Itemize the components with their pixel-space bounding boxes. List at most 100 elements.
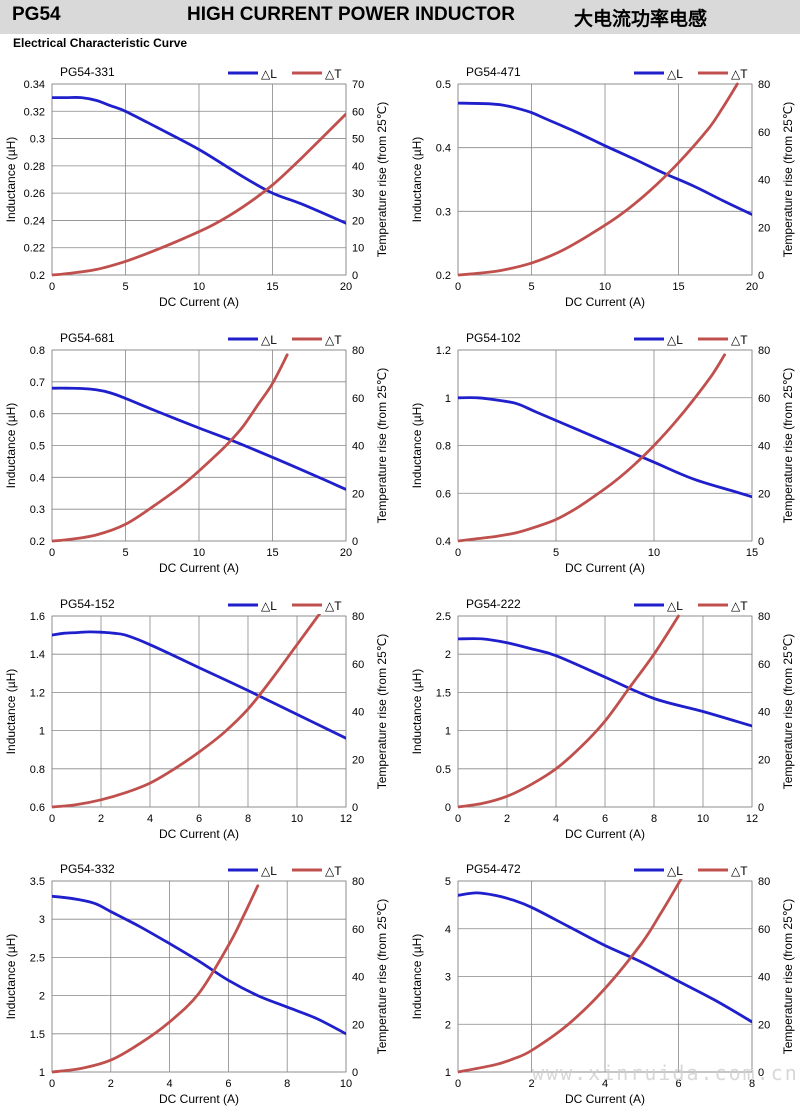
header-title-cn: 大电流功率电感 [574,8,708,30]
x-tick-label: 0 [49,547,55,559]
header-title: HIGH CURRENT POWER INDUCTOR [187,4,515,25]
chart-title: PG54-681 [60,331,115,345]
y2-tick-label: 20 [352,488,364,500]
y2-axis-label: Temperature rise (from 25℃) [375,368,389,524]
y-tick-label: 0.3 [436,206,451,218]
y2-tick-label: 20 [758,1019,770,1031]
x-axis-label: DC Current (A) [159,561,239,575]
inductance-series-line [52,96,346,225]
x-tick-label: 10 [599,281,611,293]
y2-axis-label: Temperature rise (from 25℃) [781,368,795,524]
y-tick-label: 0.6 [30,409,45,421]
chart-title: PG54-471 [466,65,521,79]
y2-tick-label: 60 [758,924,770,936]
y-axis-label: Inductance (µH) [4,934,18,1020]
y2-tick-label: 20 [352,754,364,766]
y2-tick-label: 60 [758,393,770,405]
y-tick-label: 0.4 [30,472,45,484]
y-tick-label: 0.34 [24,79,45,91]
page-subtitle: Electrical Characteristic Curve [13,36,188,50]
y-tick-label: 2 [445,649,451,661]
y2-tick-label: 20 [758,222,770,234]
y2-tick-label: 20 [352,1019,364,1031]
legend-inductance-label: △L [667,67,683,81]
x-axis-label: DC Current (A) [565,561,645,575]
inductance-series-line [52,894,346,1036]
y-tick-label: 2.5 [436,611,451,623]
x-tick-label: 5 [528,281,534,293]
y2-axis-label: Temperature rise (from 25℃) [781,634,795,790]
y-tick-label: 0.4 [436,143,451,155]
x-tick-label: 12 [746,813,758,825]
temperature-series-line [52,353,289,543]
y-tick-label: 0.26 [24,188,45,200]
legend-temperature-label: △T [731,599,748,613]
y2-tick-label: 40 [352,161,364,173]
legend-inductance-label: △L [667,599,683,613]
y2-tick-label: 80 [352,876,364,888]
y-tick-label: 3 [39,914,45,926]
y-tick-label: 0.5 [30,441,45,453]
x-tick-label: 0 [49,813,55,825]
y-tick-label: 4 [445,924,451,936]
legend-inductance-label: △L [261,333,277,347]
y-tick-label: 2.5 [30,952,45,964]
x-tick-label: 10 [193,281,205,293]
legend-temperature-label: △T [731,67,748,81]
x-tick-label: 6 [196,813,202,825]
x-tick-label: 8 [284,1078,290,1090]
x-tick-label: 4 [167,1078,173,1090]
chart-pg54-331: 0 5 10 15 20 0.2 0.22 0.24 0.26 0.28 0.3 0.32 0.34 0 1… [4,65,389,309]
legend-temperature-label: △T [325,864,342,878]
y2-tick-label: 40 [352,972,364,984]
x-tick-label: 0 [49,281,55,293]
temperature-series-line [52,112,346,277]
x-tick-label: 15 [266,547,278,559]
x-axis-label: DC Current (A) [159,1092,239,1106]
y2-tick-label: 60 [352,924,364,936]
x-tick-label: 10 [291,813,303,825]
watermark: www.xinruida.com.cn [532,1061,799,1085]
y2-tick-label: 40 [352,707,364,719]
x-tick-label: 8 [245,813,251,825]
y2-axis-label: Temperature rise (from 25℃) [781,899,795,1055]
y-tick-label: 2 [39,991,45,1003]
y-axis-label: Inductance (µH) [4,403,18,489]
y2-tick-label: 20 [352,215,364,227]
y-tick-label: 0.6 [436,488,451,500]
x-tick-label: 10 [340,1078,352,1090]
y2-axis-label: Temperature rise (from 25℃) [375,899,389,1055]
y-tick-label: 0.2 [436,270,451,282]
temperature-series-line [458,353,726,543]
y-tick-label: 1 [445,726,451,738]
x-tick-label: 5 [122,281,128,293]
y2-tick-label: 20 [758,754,770,766]
y2-tick-label: 40 [758,972,770,984]
y-tick-label: 0.8 [30,345,45,357]
y-axis-label: Inductance (µH) [410,934,424,1020]
x-tick-label: 4 [147,813,153,825]
y-tick-label: 0.22 [24,243,45,255]
temperature-series-line [458,82,739,277]
y2-tick-label: 40 [758,175,770,187]
y-axis-label: Inductance (µH) [4,669,18,755]
temperature-series-line [458,614,680,809]
y-tick-label: 1 [445,1067,451,1079]
x-axis-label: DC Current (A) [159,295,239,309]
x-tick-label: 15 [672,281,684,293]
x-axis-label: DC Current (A) [159,827,239,841]
y-axis-label: Inductance (µH) [410,403,424,489]
y-tick-label: 0.2 [30,270,45,282]
y2-tick-label: 10 [352,243,364,255]
chart-title: PG54-222 [466,597,521,611]
y2-tick-label: 40 [758,441,770,453]
page-header: PG54 HIGH CURRENT POWER INDUCTOR 大电流功率电感 [0,0,800,34]
x-tick-label: 2 [528,1078,534,1090]
plot-area [51,880,347,1073]
y2-tick-label: 80 [758,876,770,888]
x-tick-label: 6 [602,813,608,825]
y2-tick-label: 0 [758,536,764,548]
y-tick-label: 0 [445,802,451,814]
